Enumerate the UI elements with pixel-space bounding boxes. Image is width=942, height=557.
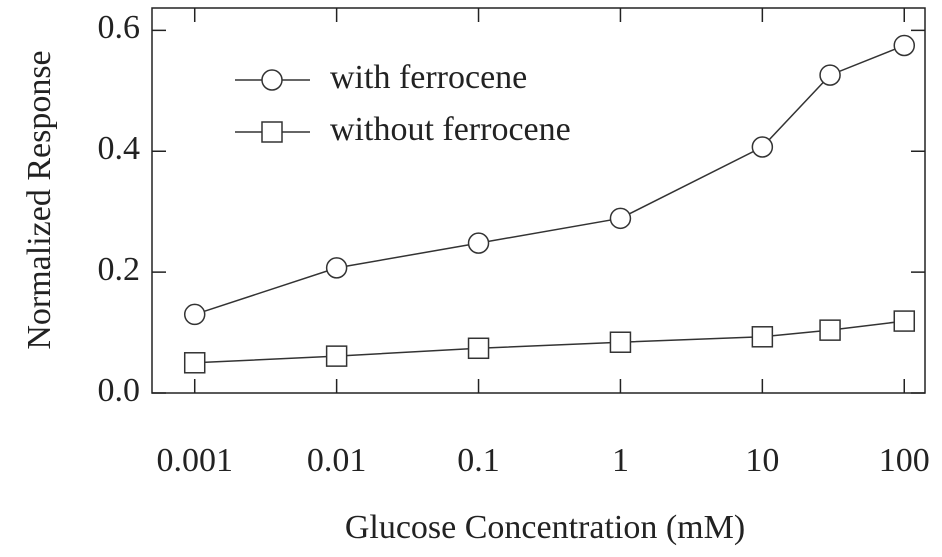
y-tick-label: 0.0 (98, 372, 141, 409)
data-point (893, 310, 916, 332)
legend-marker (261, 69, 283, 91)
x-tick-label: 100 (879, 442, 930, 479)
data-point (751, 326, 774, 348)
y-tick-label: 0.4 (98, 130, 141, 167)
legend-label: without ferrocene (330, 111, 571, 148)
data-point (183, 352, 206, 374)
data-point (325, 345, 348, 367)
x-tick-label: 10 (745, 442, 779, 479)
data-point (467, 232, 490, 254)
x-tick-label: 0.001 (156, 442, 233, 479)
series-line (194, 44, 905, 316)
data-point (819, 319, 841, 341)
data-point (609, 331, 632, 353)
x-tick-label: 1 (612, 442, 629, 479)
data-point (183, 303, 206, 326)
x-axis-label: Glucose Concentration (mM) (345, 509, 745, 546)
data-point (751, 136, 774, 158)
plot-frame (151, 7, 926, 394)
legend-label: with ferrocene (330, 59, 527, 96)
data-point (609, 207, 632, 230)
data-point (325, 257, 348, 279)
data-point (893, 34, 916, 57)
data-point (467, 337, 490, 360)
legend-marker (261, 121, 283, 143)
x-tick-label: 0.01 (307, 442, 367, 479)
data-point (819, 64, 841, 86)
y-tick-label: 0.6 (98, 9, 141, 46)
series-line (194, 320, 905, 364)
y-tick-label: 0.2 (98, 251, 141, 288)
y-axis-label: Normalized Response (21, 50, 58, 349)
x-tick-label: 0.1 (457, 442, 500, 479)
